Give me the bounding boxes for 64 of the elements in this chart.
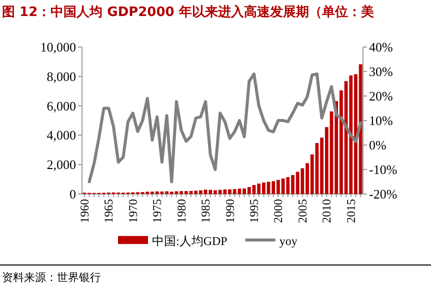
- bar: [228, 189, 232, 194]
- legend-label: yoy: [279, 234, 298, 248]
- bar: [272, 181, 276, 194]
- line-series: [88, 72, 362, 184]
- bar: [238, 188, 242, 194]
- bar: [324, 127, 328, 194]
- bar: [242, 188, 246, 194]
- bar: [155, 191, 159, 194]
- x-tick-label: 2010: [320, 199, 334, 223]
- y2-tick-label: -20%: [369, 186, 398, 202]
- bar: [310, 154, 314, 194]
- chart-title: 图 12：中国人均 GDP2000 年以来进入高速发展期（单位：美: [2, 4, 374, 20]
- legend-label: 中国:人均GDP: [152, 234, 228, 248]
- bar: [232, 189, 236, 194]
- bar: [349, 75, 353, 194]
- y2-tick-label: 0%: [369, 138, 386, 152]
- bar: [306, 163, 309, 194]
- x-tick-label: 2000: [271, 199, 286, 223]
- bar: [300, 168, 304, 194]
- bar: [165, 191, 168, 194]
- bar: [194, 190, 198, 194]
- x-tick-label: 2005: [295, 199, 310, 223]
- y-tick-label: 2,000: [46, 157, 76, 172]
- bar: [257, 184, 261, 194]
- text: 资料来源：世界银行: [2, 271, 101, 284]
- bar: [340, 90, 343, 194]
- bar: [199, 190, 202, 194]
- bar: [296, 172, 300, 194]
- bar: [291, 175, 294, 194]
- bar: [281, 178, 285, 194]
- x-tick-label: 1985: [198, 199, 213, 223]
- bar: [320, 138, 324, 194]
- bar: [180, 191, 184, 194]
- x-tick-label: 2015: [344, 199, 358, 223]
- y2-tick-label: 30%: [369, 64, 393, 79]
- bar: [208, 190, 212, 194]
- x-tick-label: 1995: [246, 199, 261, 223]
- y-tick-label: 8,000: [46, 68, 76, 84]
- bar: [214, 190, 217, 194]
- bar: [218, 190, 222, 194]
- x-tick-label: 1965: [102, 199, 116, 223]
- bar: [184, 191, 188, 194]
- y2-tick-label: -10%: [369, 162, 398, 177]
- x-tick-label: 1960: [77, 199, 92, 223]
- bar: [262, 182, 266, 194]
- bar: [358, 64, 362, 194]
- bar: [189, 191, 193, 194]
- y-tick-label: 4,000: [46, 128, 76, 143]
- x-tick-label: 1970: [126, 199, 140, 223]
- y-tick-label: 10,000: [40, 40, 76, 54]
- x-tick-label: 1990: [222, 199, 237, 223]
- y-tick-label: 6,000: [46, 98, 76, 114]
- x-tick-label: 1975: [150, 199, 164, 223]
- bar: [247, 187, 251, 194]
- y-tick-label: 0: [70, 186, 76, 202]
- bar: [276, 180, 280, 194]
- bar: [286, 177, 290, 194]
- y2-tick-label: 20%: [369, 88, 393, 104]
- bar: [204, 190, 208, 194]
- y2-tick-label: 10%: [369, 113, 393, 128]
- bar: [223, 189, 227, 194]
- y2-tick-label: 40%: [369, 40, 393, 54]
- x-tick-label: 1980: [174, 199, 188, 223]
- bar: [354, 74, 358, 194]
